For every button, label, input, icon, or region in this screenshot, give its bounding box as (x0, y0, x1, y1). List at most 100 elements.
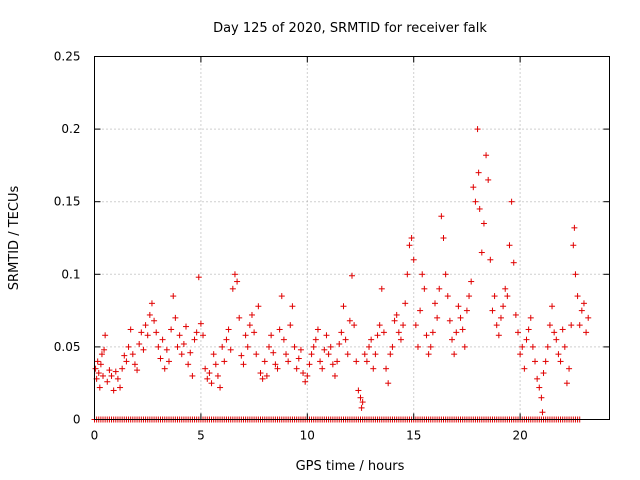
data-point (468, 278, 475, 285)
data-point (544, 343, 551, 350)
data-point (570, 242, 577, 249)
grid-layer (94, 56, 610, 420)
data-point (419, 271, 426, 278)
data-point (289, 303, 296, 310)
data-point (172, 314, 179, 321)
data-point (517, 351, 524, 358)
data-point (185, 361, 192, 368)
data-point (453, 329, 460, 336)
y-tick-label: 0.1 (61, 267, 80, 281)
data-point (521, 365, 528, 372)
data-point (395, 329, 402, 336)
data-point (225, 326, 232, 333)
data-point (385, 380, 392, 387)
data-point (466, 293, 473, 300)
data-point (136, 340, 143, 347)
data-point (138, 329, 145, 336)
y-tick-label: 0.05 (54, 340, 81, 354)
data-point (180, 340, 187, 347)
data-point (414, 343, 421, 350)
data-point (212, 361, 219, 368)
data-point (266, 343, 273, 350)
data-point (280, 336, 287, 343)
data-point (300, 370, 307, 377)
data-point (176, 332, 183, 339)
data-point (485, 176, 492, 183)
data-point (370, 365, 377, 372)
data-point (325, 351, 332, 358)
data-point (195, 274, 202, 281)
data-point (510, 259, 517, 266)
data-point (110, 387, 117, 394)
data-point (255, 303, 262, 310)
data-point (183, 323, 190, 330)
data-point (336, 340, 343, 347)
data-point (114, 375, 121, 382)
data-point (165, 358, 172, 365)
y-tick-label: 0.2 (61, 122, 80, 136)
data-point (323, 332, 330, 339)
data-point (404, 271, 411, 278)
data-point (94, 358, 101, 365)
data-point (574, 293, 581, 300)
data-point (519, 343, 526, 350)
data-point (576, 322, 583, 329)
data-point (563, 380, 570, 387)
data-point (534, 375, 541, 382)
data-point (557, 358, 564, 365)
data-point (259, 375, 266, 382)
data-point (436, 285, 443, 292)
data-point (221, 358, 228, 365)
data-point (444, 293, 451, 300)
axis-ticks: 0 5 10 15 20 0 0.05 0.1 0.15 0.2 0.25 (54, 50, 610, 443)
data-point (174, 343, 181, 350)
data-point (283, 351, 290, 358)
data-point (483, 152, 490, 159)
data-point (304, 372, 311, 379)
data-point (408, 235, 415, 241)
data-point (151, 317, 158, 324)
data-point (170, 293, 177, 300)
data-point (427, 343, 434, 350)
data-point (248, 311, 255, 318)
data-point (363, 358, 370, 365)
data-point (412, 322, 419, 329)
data-point (119, 365, 126, 372)
data-point (327, 343, 334, 350)
data-point (402, 300, 409, 307)
data-point (491, 293, 498, 300)
data-point (234, 278, 241, 285)
data-point (261, 358, 268, 365)
data-point (246, 322, 253, 329)
data-point (197, 320, 204, 327)
x-tick-label: 10 (300, 429, 315, 443)
data-point (376, 322, 383, 329)
x-axis-label: GPS time / hours (296, 459, 405, 474)
data-point (257, 370, 264, 377)
data-point (238, 352, 245, 359)
data-point (214, 372, 221, 379)
data-point (463, 307, 470, 314)
data-point (159, 336, 166, 343)
data-point (202, 365, 209, 372)
data-point (117, 384, 124, 391)
data-point (187, 349, 194, 356)
data-point (459, 326, 466, 333)
data-point (189, 372, 196, 379)
data-point (380, 329, 387, 336)
data-point (153, 329, 160, 336)
data-point (95, 370, 102, 377)
data-point (155, 343, 162, 350)
data-point (102, 332, 109, 339)
data-point (355, 387, 362, 394)
data-point (421, 285, 428, 292)
data-point (125, 343, 132, 350)
data-point (193, 329, 200, 336)
data-point (178, 351, 185, 358)
data-point (295, 355, 302, 362)
data-point (353, 358, 360, 365)
data-point (580, 300, 587, 307)
data-point (474, 126, 481, 133)
data-point (489, 307, 496, 314)
